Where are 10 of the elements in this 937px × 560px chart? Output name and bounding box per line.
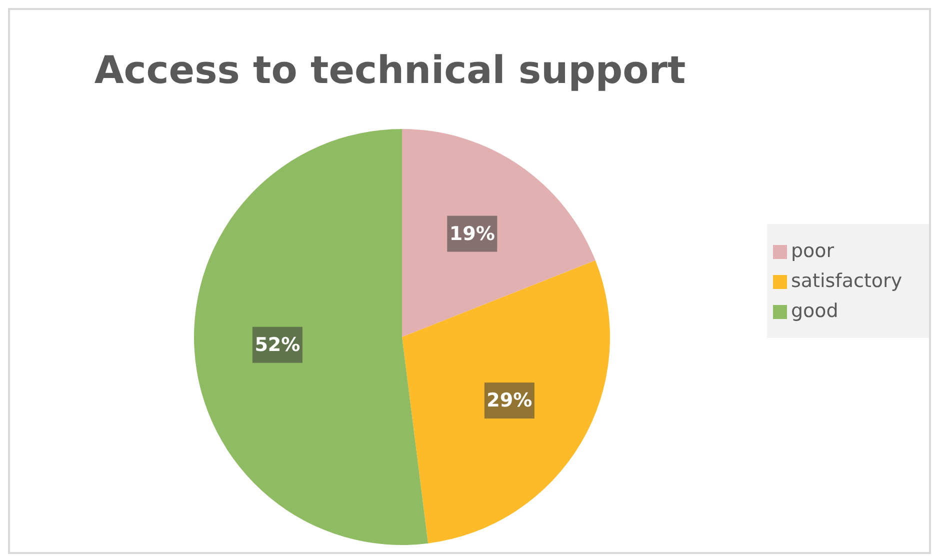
legend-label: poor: [791, 240, 834, 262]
legend-label: satisfactory: [791, 270, 902, 292]
pie-slice: [402, 129, 596, 337]
chart-title: Access to technical support: [93, 48, 687, 92]
legend-label: good: [791, 300, 838, 322]
pie-slice: [194, 129, 428, 545]
data-label: 29%: [486, 390, 532, 412]
data-label: 19%: [449, 222, 495, 245]
data-label: 52%: [254, 334, 300, 356]
pie-slice: [402, 260, 610, 544]
